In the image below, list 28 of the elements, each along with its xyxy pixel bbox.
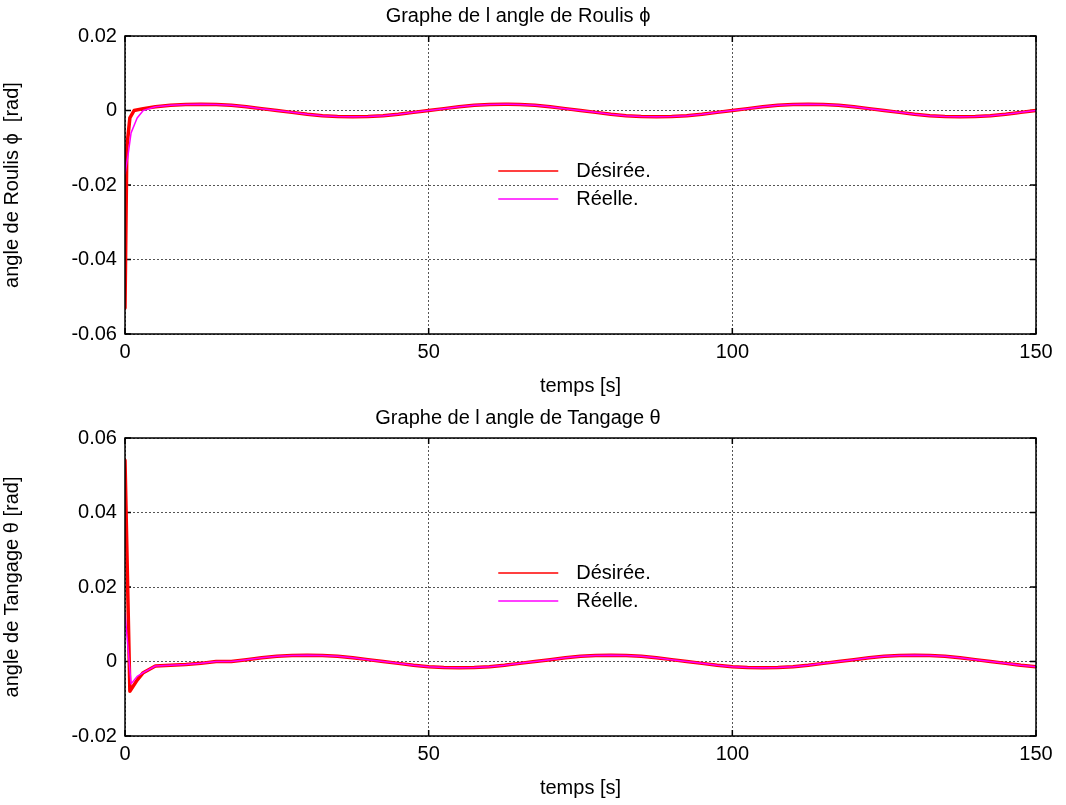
y-axis-title: angle de Roulis ϕ [rad] xyxy=(0,82,22,288)
y-axis-title: angle de Tangage θ [rad] xyxy=(0,476,22,698)
y-tick-label: 0.04 xyxy=(78,500,117,523)
x-tick-label: 50 xyxy=(417,339,440,362)
legend-label: Désirée. xyxy=(576,158,651,181)
chart-title: Graphe de l angle de Tangage θ xyxy=(375,405,661,428)
legend-label: Désirée. xyxy=(576,560,651,583)
y-tick-label: 0 xyxy=(105,649,117,672)
legend-label: Réelle. xyxy=(576,588,639,611)
x-tick-label: 100 xyxy=(715,741,750,764)
y-tick-label: 0.02 xyxy=(78,23,117,46)
y-tick-label: 0 xyxy=(105,98,117,121)
y-tick-label: -0.02 xyxy=(71,172,117,195)
x-tick-label: 150 xyxy=(1019,741,1053,764)
x-tick-label: 0 xyxy=(119,741,131,764)
x-axis-title: temps [s] xyxy=(539,373,622,396)
x-tick-label: 50 xyxy=(417,741,440,764)
x-tick-label: 150 xyxy=(1019,339,1053,362)
y-tick-label: 0.06 xyxy=(78,425,117,448)
x-tick-label: 100 xyxy=(715,339,750,362)
y-tick-label: -0.04 xyxy=(71,247,117,270)
y-tick-label: -0.02 xyxy=(71,723,117,746)
y-tick-label: -0.06 xyxy=(71,321,117,344)
y-tick-label: 0.02 xyxy=(78,574,117,597)
x-axis-title: temps [s] xyxy=(539,775,622,798)
x-tick-label: 0 xyxy=(119,339,131,362)
legend-label: Réelle. xyxy=(576,186,639,209)
chart-title: Graphe de l angle de Roulis ϕ xyxy=(385,3,651,26)
